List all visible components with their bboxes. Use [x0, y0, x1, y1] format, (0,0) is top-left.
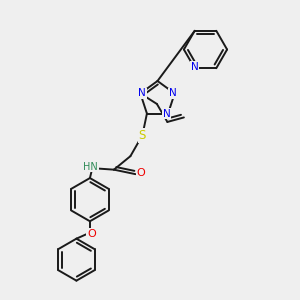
- Text: O: O: [87, 229, 96, 239]
- Text: N: N: [138, 88, 146, 98]
- Text: N: N: [191, 62, 199, 72]
- Text: O: O: [136, 168, 145, 178]
- Text: S: S: [139, 129, 146, 142]
- Text: HN: HN: [83, 162, 98, 172]
- Text: N: N: [169, 88, 177, 98]
- Text: N: N: [163, 109, 170, 118]
